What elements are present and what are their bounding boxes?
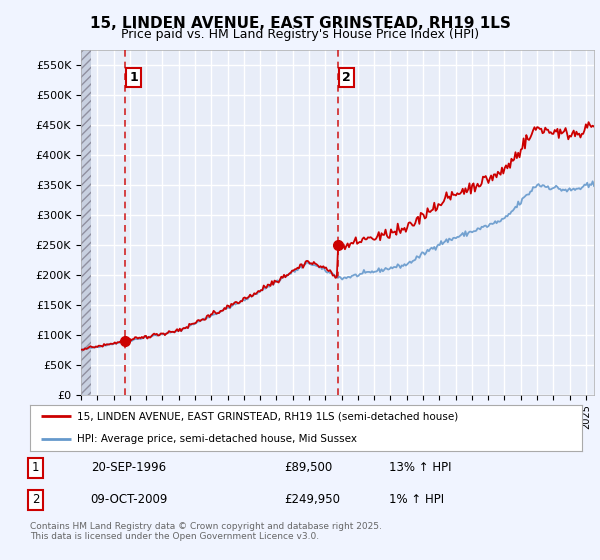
Text: HPI: Average price, semi-detached house, Mid Sussex: HPI: Average price, semi-detached house,… [77,435,357,444]
Text: 1% ↑ HPI: 1% ↑ HPI [389,493,444,506]
Text: Price paid vs. HM Land Registry's House Price Index (HPI): Price paid vs. HM Land Registry's House … [121,28,479,41]
Text: 2: 2 [342,71,350,84]
Bar [81,50,91,395]
Text: 13% ↑ HPI: 13% ↑ HPI [389,461,451,474]
Text: 1: 1 [130,71,138,84]
Text: £249,950: £249,950 [284,493,340,506]
Text: £89,500: £89,500 [284,461,332,474]
Text: Contains HM Land Registry data © Crown copyright and database right 2025.
This d: Contains HM Land Registry data © Crown c… [30,522,382,542]
Text: 09-OCT-2009: 09-OCT-2009 [91,493,168,506]
Text: 1: 1 [32,461,39,474]
Text: 15, LINDEN AVENUE, EAST GRINSTEAD, RH19 1LS (semi-detached house): 15, LINDEN AVENUE, EAST GRINSTEAD, RH19 … [77,412,458,421]
Text: 2: 2 [32,493,39,506]
Text: 20-SEP-1996: 20-SEP-1996 [91,461,166,474]
Text: 15, LINDEN AVENUE, EAST GRINSTEAD, RH19 1LS: 15, LINDEN AVENUE, EAST GRINSTEAD, RH19 … [89,16,511,31]
